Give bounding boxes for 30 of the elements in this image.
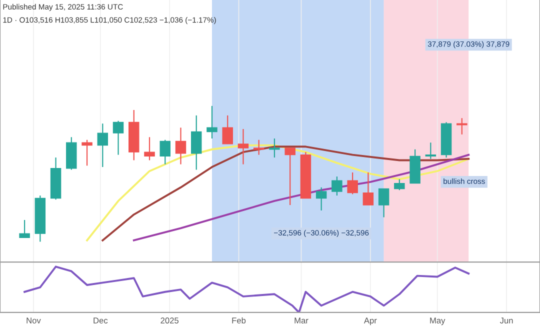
- candlestick: [332, 176, 342, 196]
- candlestick: [316, 186, 327, 212]
- candlestick: [160, 139, 170, 165]
- candlestick: [112, 120, 124, 156]
- candlestick: [82, 139, 92, 166]
- candlestick: [144, 136, 155, 161]
- candlestick: [206, 105, 218, 140]
- x-tick-label: Apr: [364, 318, 377, 326]
- x-tick-label: May: [430, 318, 446, 326]
- candlestick: [456, 118, 468, 135]
- candlestick: [425, 142, 436, 160]
- x-tick-label: Feb: [232, 317, 246, 324]
- candlestick: [284, 147, 296, 206]
- candlestick: [394, 178, 405, 191]
- x-tick-label: Nov: [26, 318, 41, 324]
- x-tick-label: Dec: [94, 318, 108, 324]
- candlestick: [238, 128, 249, 165]
- x-tick-label: Jun: [500, 318, 513, 324]
- candlestick: [97, 123, 108, 168]
- candlestick: [362, 172, 374, 206]
- candlestick: [347, 172, 358, 195]
- x-tick-label: 2025: [160, 318, 179, 324]
- candlestick: [19, 219, 30, 238]
- candlestick: [269, 138, 280, 158]
- candlestick: [378, 188, 390, 218]
- candlestick: [253, 139, 264, 156]
- candlestick: [222, 114, 233, 144]
- candlestick: [190, 114, 202, 170]
- x-tick-label: Mar: [294, 318, 308, 324]
- candlestick: [175, 127, 186, 165]
